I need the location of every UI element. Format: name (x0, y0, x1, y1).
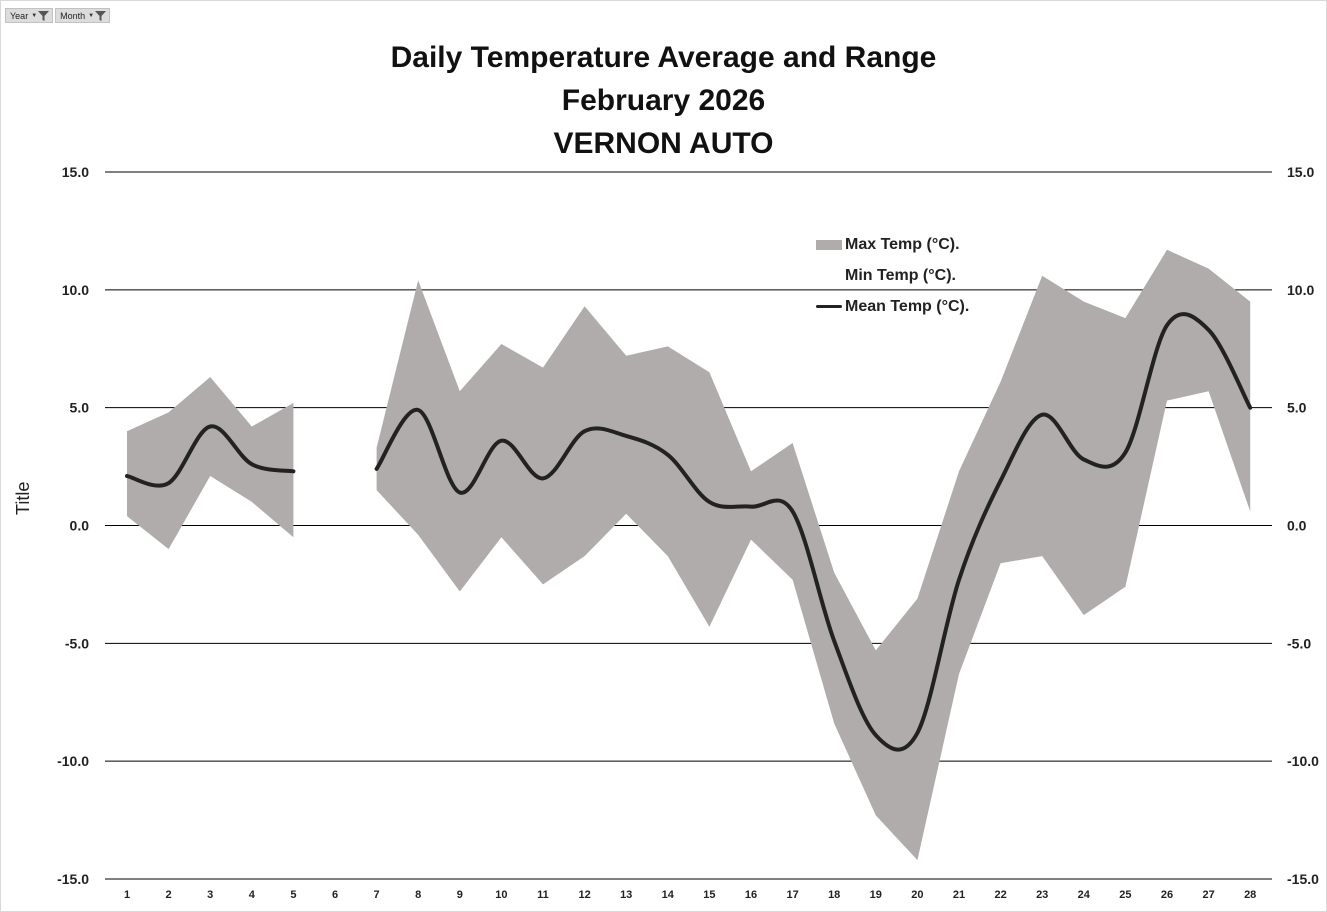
x-tick-label: 18 (828, 889, 840, 901)
x-tick-label: 13 (620, 889, 632, 901)
legend-swatch-mean (816, 305, 842, 308)
chevron-down-icon: ▼ (31, 12, 38, 19)
legend-label-max: Max Temp (°C). (845, 235, 960, 253)
y-tick-label-right: -10.0 (1287, 753, 1319, 769)
temperature-range-band-2 (376, 249, 1251, 861)
legend-label-min: Min Temp (°C). (845, 266, 956, 284)
legend-item-mean: Mean Temp (°C). (816, 296, 969, 317)
x-tick-label: 21 (953, 889, 965, 901)
y-tick-label-right: 5.0 (1287, 400, 1307, 416)
y-tick-label-right: 10.0 (1287, 282, 1314, 298)
y-tick-label-left: 10.0 (62, 282, 89, 298)
x-tick-label: 24 (1078, 889, 1091, 901)
x-tick-label: 4 (249, 889, 256, 901)
x-tick-label: 27 (1202, 889, 1214, 901)
month-filter-button[interactable]: Month ▼ (55, 8, 111, 23)
x-tick-label: 1 (124, 889, 130, 901)
x-tick-label: 10 (495, 889, 507, 901)
y-tick-label-right: 0.0 (1287, 518, 1307, 534)
y-tick-label-right: 15.0 (1287, 164, 1314, 180)
y-tick-label-left: -15.0 (57, 871, 89, 887)
chart-legend: Max Temp (°C). Min Temp (°C). Mean Temp … (816, 234, 969, 327)
x-tick-label: 19 (870, 889, 882, 901)
y-tick-label-left: -10.0 (57, 753, 89, 769)
x-tick-label: 28 (1244, 889, 1256, 901)
chart-title-line-3: VERNON AUTO (553, 127, 774, 160)
mean-temp-line-1 (125, 424, 296, 488)
mean-temp-line-2 (374, 312, 1253, 752)
x-tick-label: 17 (786, 889, 798, 901)
x-tick-label: 15 (703, 889, 715, 901)
x-tick-label: 7 (374, 889, 380, 901)
x-tick-label: 22 (994, 889, 1006, 901)
legend-item-max: Max Temp (°C). (816, 234, 969, 255)
y-tick-label-left: -5.0 (65, 635, 89, 651)
x-tick-label: 26 (1161, 889, 1173, 901)
chart-title-line-2: February 2026 (561, 84, 766, 117)
x-tick-label: 9 (457, 889, 463, 901)
legend-swatch-max (816, 239, 842, 250)
x-tick-label: 12 (578, 889, 590, 901)
x-tick-label: 2 (166, 889, 172, 901)
legend-item-min: Min Temp (°C). (816, 265, 969, 286)
funnel-icon (38, 10, 50, 21)
y-tick-label-left: 0.0 (70, 518, 90, 534)
x-tick-label: 23 (1036, 889, 1048, 901)
legend-swatch-min (816, 271, 842, 281)
month-filter-label: Month (60, 10, 86, 21)
pivot-filter-bar: Year ▼ Month ▼ (5, 8, 111, 23)
chart-title-line-1: Daily Temperature Average and Range (390, 41, 937, 74)
year-filter-label: Year (10, 10, 29, 21)
y-axis-title: Title (13, 481, 33, 515)
x-tick-label: 3 (207, 889, 213, 901)
x-tick-label: 16 (745, 889, 757, 901)
y-tick-label-left: 5.0 (70, 400, 90, 416)
funnel-icon (95, 10, 107, 21)
temperature-range-band-1 (127, 377, 294, 550)
legend-label-mean: Mean Temp (°C). (845, 297, 970, 315)
x-tick-label: 25 (1119, 889, 1131, 901)
x-tick-label: 14 (662, 889, 675, 901)
y-tick-label-right: -15.0 (1287, 871, 1319, 887)
x-tick-label: 6 (332, 889, 338, 901)
x-tick-label: 8 (415, 889, 421, 901)
y-tick-label-right: -5.0 (1287, 635, 1311, 651)
x-tick-label: 11 (537, 889, 549, 901)
year-filter-button[interactable]: Year ▼ (5, 8, 54, 23)
y-tick-label-left: 15.0 (62, 164, 89, 180)
chevron-down-icon: ▼ (88, 12, 95, 19)
x-tick-label: 20 (911, 889, 923, 901)
x-tick-label: 5 (290, 889, 296, 901)
